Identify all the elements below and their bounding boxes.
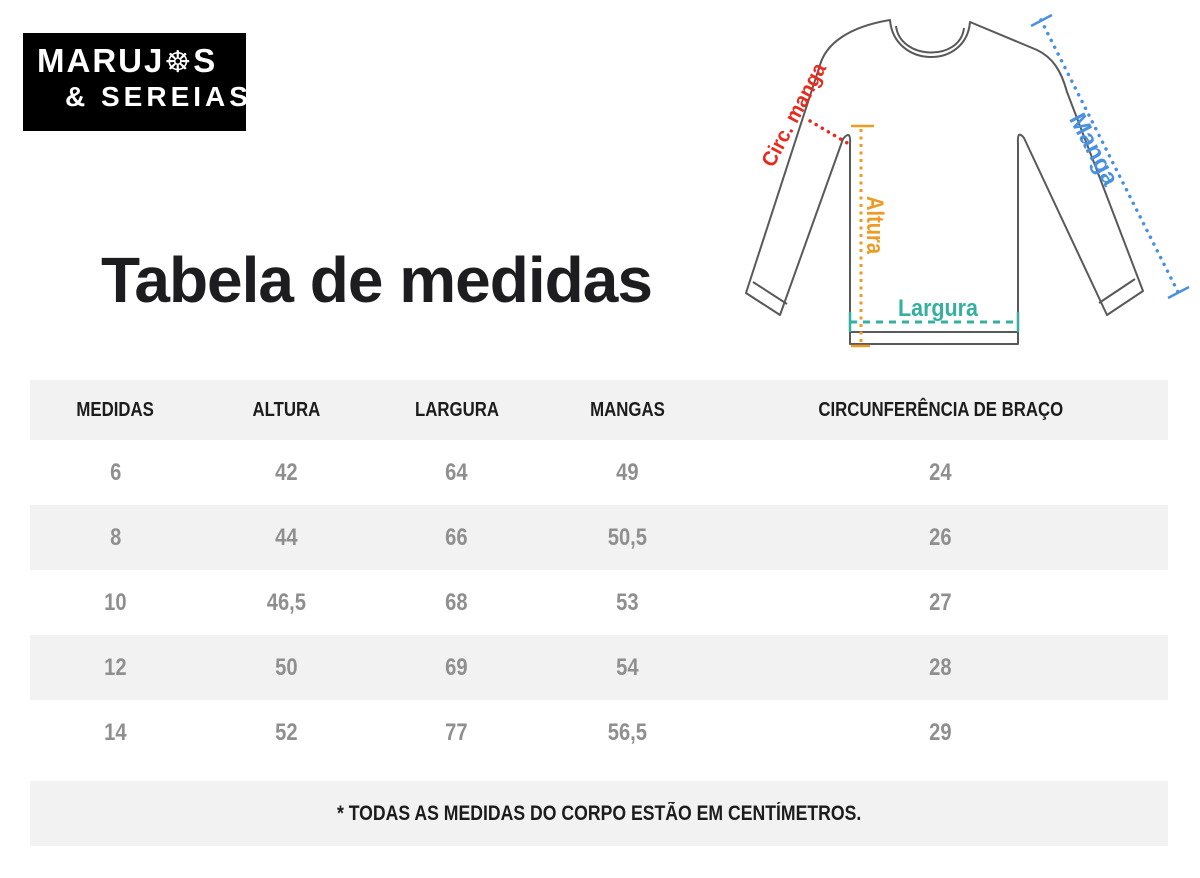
cell-value: 44 (274, 523, 298, 551)
cell-value: 49 (616, 458, 639, 486)
table-cell: 50 (201, 654, 372, 682)
table-cell: 44 (201, 524, 372, 552)
table-cell: 8 (30, 524, 201, 552)
cell-value: 42 (274, 458, 298, 486)
header-cell-largura: LARGURA (371, 399, 542, 422)
header-label: MANGAS (590, 398, 665, 421)
cell-value: 52 (274, 718, 298, 746)
table-cell: 54 (542, 654, 713, 682)
table-cell: 49 (542, 459, 713, 487)
brand-name-line1: MARUJ☸S (37, 42, 246, 80)
table-cell: 64 (371, 459, 542, 487)
table-cell: 14 (30, 719, 201, 747)
cell-value: 69 (445, 653, 468, 681)
cell-value: 27 (929, 588, 952, 616)
table-cell: 52 (201, 719, 372, 747)
table-cell: 28 (713, 654, 1168, 682)
size-table: MEDIDAS ALTURA LARGURA MANGAS CIRCUNFERÊ… (30, 380, 1168, 846)
cell-value: 28 (929, 653, 952, 681)
cell-value: 14 (104, 718, 127, 746)
table-cell: 24 (713, 459, 1168, 487)
table-row-size-8: 8 44 66 50,5 26 (30, 505, 1168, 570)
table-cell: 66 (371, 524, 542, 552)
cell-value: 24 (929, 458, 952, 486)
shirt-right-cuff-line (1098, 278, 1136, 304)
cell-value: 68 (445, 588, 468, 616)
shirt-collar-inner-line (895, 25, 965, 54)
cell-value: 54 (616, 653, 639, 681)
header-label: ALTURA (252, 398, 320, 421)
brand-logo: MARUJ☸S & SEREIAS (23, 33, 252, 131)
table-cell: 68 (371, 589, 542, 617)
table-cell: 69 (371, 654, 542, 682)
measure-line-manga (1039, 18, 1180, 294)
cell-value: 56,5 (607, 718, 648, 746)
table-row-size-6: 6 42 64 49 24 (30, 440, 1168, 505)
table-cell: 10 (30, 589, 201, 617)
header-cell-altura: ALTURA (201, 399, 372, 422)
table-cell: 27 (713, 589, 1168, 617)
cell-value: 29 (929, 718, 952, 746)
brand-name-part1: MARUJ (37, 42, 165, 79)
table-cell: 6 (30, 459, 201, 487)
table-header-row: MEDIDAS ALTURA LARGURA MANGAS CIRCUNFERÊ… (30, 380, 1168, 440)
cell-value: 26 (929, 523, 952, 551)
header-label: MEDIDAS (76, 398, 155, 421)
page-title: Tabela de medidas (101, 244, 653, 316)
table-row-size-14: 14 52 77 56,5 29 (30, 700, 1168, 765)
table-cell: 56,5 (542, 719, 713, 747)
brand-name-part2: S (193, 42, 218, 79)
helm-wheel-icon: ☸ (164, 45, 194, 80)
cell-value: 53 (616, 588, 639, 616)
table-cell: 42 (201, 459, 372, 487)
cell-value: 10 (104, 588, 127, 616)
shirt-left-cuff-line (752, 281, 788, 305)
table-cell: 12 (30, 654, 201, 682)
cell-value: 12 (104, 653, 127, 681)
table-cell: 26 (713, 524, 1168, 552)
header-label: LARGURA (414, 398, 499, 421)
units-footnote-text: * TODAS AS MEDIDAS DO CORPO ESTÃO EM CEN… (336, 801, 862, 825)
header-cell-circunferencia: CIRCUNFERÊNCIA DE BRAÇO (713, 399, 1168, 422)
cell-value: 50,5 (607, 523, 648, 551)
measure-cap-manga-bottom (1167, 285, 1190, 300)
table-cell: 50,5 (542, 524, 713, 552)
cell-value: 77 (445, 718, 468, 746)
table-cell: 46,5 (201, 589, 372, 617)
table-row-size-10: 10 46,5 68 53 27 (30, 570, 1168, 635)
table-row-size-12: 12 50 69 54 28 (30, 635, 1168, 700)
shirt-measurement-diagram: Circ. manga Altura Manga Largura (745, 13, 1190, 348)
cell-value: 50 (274, 653, 298, 681)
label-largura: Largura (898, 295, 979, 322)
cell-value: 64 (445, 458, 468, 486)
label-altura: Altura (861, 196, 888, 255)
table-cell: 29 (713, 719, 1168, 747)
cell-value: 6 (109, 458, 121, 486)
brand-name-line2: & SEREIAS (65, 81, 252, 112)
cell-value: 46,5 (266, 588, 306, 616)
cell-value: 8 (109, 523, 121, 551)
shirt-outline (745, 19, 1144, 345)
measure-line-circ-manga (808, 119, 851, 146)
header-label: CIRCUNFERÊNCIA DE BRAÇO (817, 398, 1063, 421)
units-footnote: * TODAS AS MEDIDAS DO CORPO ESTÃO EM CEN… (30, 781, 1168, 846)
header-cell-medidas: MEDIDAS (30, 399, 201, 422)
table-cell: 53 (542, 589, 713, 617)
table-cell: 77 (371, 719, 542, 747)
header-cell-mangas: MANGAS (542, 399, 713, 422)
cell-value: 66 (445, 523, 468, 551)
